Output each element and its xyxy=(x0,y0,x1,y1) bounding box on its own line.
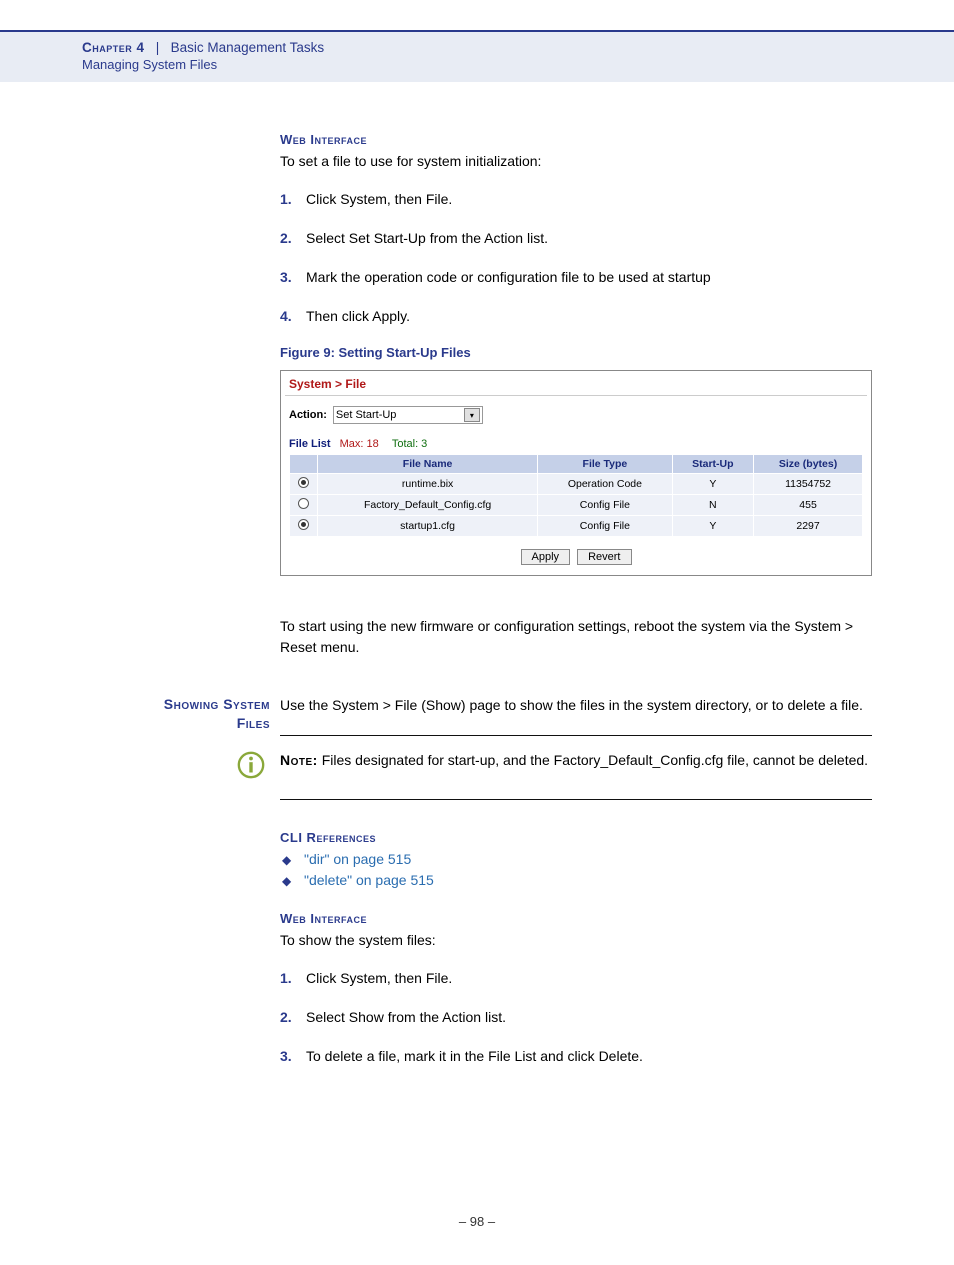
table-row: Factory_Default_Config.cfg Config File N… xyxy=(290,495,863,516)
cell-filetype: Config File xyxy=(538,495,672,516)
filelist-meta: File List Max: 18 Total: 3 xyxy=(281,438,871,454)
filelist-label: File List xyxy=(289,438,331,450)
cli-references-heading: CLI References xyxy=(280,830,872,845)
col-filetype: File Type xyxy=(538,455,672,474)
side-heading-line2: Files xyxy=(237,715,270,731)
table-row: startup1.cfg Config File Y 2297 xyxy=(290,516,863,537)
col-size: Size (bytes) xyxy=(754,455,863,474)
cell-startup: N xyxy=(672,495,754,516)
col-filename: File Name xyxy=(318,455,538,474)
cell-size: 2297 xyxy=(754,516,863,537)
cell-filename: Factory_Default_Config.cfg xyxy=(318,495,538,516)
cell-startup: Y xyxy=(672,516,754,537)
chevron-down-icon[interactable]: ▾ xyxy=(464,408,480,422)
cli-item: "delete" on page 515 xyxy=(280,870,872,891)
step-item: Click System, then File. xyxy=(280,189,872,210)
filelist-max: Max: 18 xyxy=(340,438,379,450)
col-startup: Start-Up xyxy=(672,455,754,474)
note-text: Note: Files designated for start-up, and… xyxy=(280,750,868,770)
section1-intro: To set a file to use for system initiali… xyxy=(280,151,872,171)
chapter-label: Chapter 4 xyxy=(82,40,145,55)
step-item: Select Show from the Action list. xyxy=(280,1007,872,1028)
cell-size: 11354752 xyxy=(754,474,863,495)
page-number: – 98 – xyxy=(0,1214,954,1229)
info-icon xyxy=(236,750,266,785)
page-header: Chapter 4 | Basic Management Tasks Manag… xyxy=(0,30,954,82)
radio-input[interactable] xyxy=(298,477,309,488)
col-radio xyxy=(290,455,318,474)
chapter-subtitle: Managing System Files xyxy=(82,57,954,72)
cli-link-dir[interactable]: "dir" on page 515 xyxy=(304,851,411,867)
chapter-title: Basic Management Tasks xyxy=(171,40,325,55)
step-item: To delete a file, mark it in the File Li… xyxy=(280,1046,872,1067)
step-item: Mark the operation code or configuration… xyxy=(280,267,872,288)
cell-filetype: Config File xyxy=(538,516,672,537)
figure-caption: Figure 9: Setting Start-Up Files xyxy=(280,345,872,360)
note-box: Note: Files designated for start-up, and… xyxy=(280,735,872,800)
separator: | xyxy=(148,40,167,55)
action-select-value: Set Start-Up xyxy=(336,409,397,421)
web-interface-heading-2: Web Interface xyxy=(280,911,872,926)
cell-filetype: Operation Code xyxy=(538,474,672,495)
cli-item: "dir" on page 515 xyxy=(280,849,872,870)
cli-list: "dir" on page 515 "delete" on page 515 xyxy=(280,849,872,891)
cell-startup: Y xyxy=(672,474,754,495)
action-select[interactable]: Set Start-Up ▾ xyxy=(333,406,483,424)
apply-button[interactable]: Apply xyxy=(521,549,571,565)
section3-steps: Click System, then File. Select Show fro… xyxy=(280,968,872,1067)
section1-steps: Click System, then File. Select Set Star… xyxy=(280,189,872,327)
cli-link-delete[interactable]: "delete" on page 515 xyxy=(304,872,434,888)
cell-size: 455 xyxy=(754,495,863,516)
section2-intro: Use the System > File (Show) page to sho… xyxy=(280,695,872,715)
side-heading: Showing System Files xyxy=(120,695,270,734)
revert-button[interactable]: Revert xyxy=(577,549,631,565)
divider xyxy=(285,395,867,396)
step-item: Select Set Start-Up from the Action list… xyxy=(280,228,872,249)
cell-filename: runtime.bix xyxy=(318,474,538,495)
filelist-total: Total: 3 xyxy=(392,438,427,450)
after-figure-text: To start using the new firmware or confi… xyxy=(280,616,872,657)
table-header-row: File Name File Type Start-Up Size (bytes… xyxy=(290,455,863,474)
cell-filename: startup1.cfg xyxy=(318,516,538,537)
web-interface-heading-1: Web Interface xyxy=(280,132,872,147)
figure-screenshot: System > File Action: Set Start-Up ▾ Fil… xyxy=(280,370,872,576)
action-label: Action: xyxy=(289,409,327,421)
note-body: Files designated for start-up, and the F… xyxy=(318,752,868,768)
breadcrumb: System > File xyxy=(281,371,871,395)
section3-intro: To show the system files: xyxy=(280,930,872,950)
radio-input[interactable] xyxy=(298,498,309,509)
table-row: runtime.bix Operation Code Y 11354752 xyxy=(290,474,863,495)
side-heading-line1: Showing System xyxy=(164,696,270,712)
file-table: File Name File Type Start-Up Size (bytes… xyxy=(289,454,863,537)
step-item: Click System, then File. xyxy=(280,968,872,989)
radio-input[interactable] xyxy=(298,519,309,530)
note-label: Note: xyxy=(280,752,318,768)
step-item: Then click Apply. xyxy=(280,306,872,327)
